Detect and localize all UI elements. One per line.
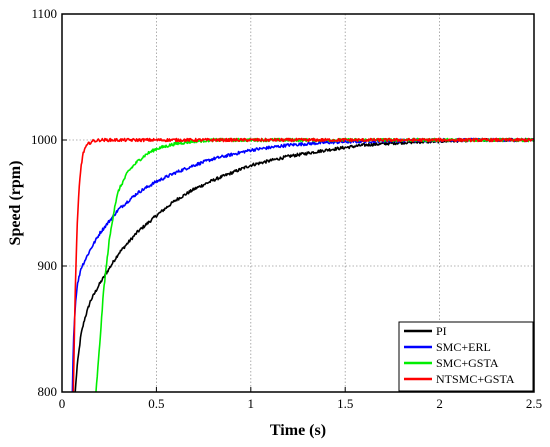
legend: PI SMC+ERL SMC+GSTA NTSMC+GSTA [398, 321, 534, 392]
x-tick-label: 2.5 [526, 396, 542, 411]
x-tick-label: 1.5 [337, 396, 353, 411]
series-line-ntsmc-gsta [72, 137, 535, 393]
legend-label-smc-gsta: SMC+GSTA [436, 356, 499, 370]
y-axis-label: Speed (rpm) [7, 161, 24, 246]
x-tick-label: 0.5 [148, 396, 164, 411]
legend-label-smc-erl: SMC+ERL [436, 340, 491, 354]
x-tick-label: 0 [59, 396, 66, 411]
ticks: 0 0.5 1 1.5 2 2.5 800 900 1000 1100 [31, 6, 542, 411]
y-tick-label: 900 [38, 258, 58, 273]
legend-label-pi: PI [436, 324, 447, 338]
legend-label-ntsmc-gsta: NTSMC+GSTA [436, 372, 515, 386]
x-tick-label: 1 [248, 396, 255, 411]
y-tick-label: 1100 [31, 6, 57, 21]
x-tick-label: 2 [436, 396, 443, 411]
series-layer [71, 137, 535, 393]
y-tick-label: 1000 [31, 132, 57, 147]
y-tick-label: 800 [38, 384, 58, 399]
x-axis-label: Time (s) [270, 422, 326, 439]
plot-frame [61, 13, 535, 393]
